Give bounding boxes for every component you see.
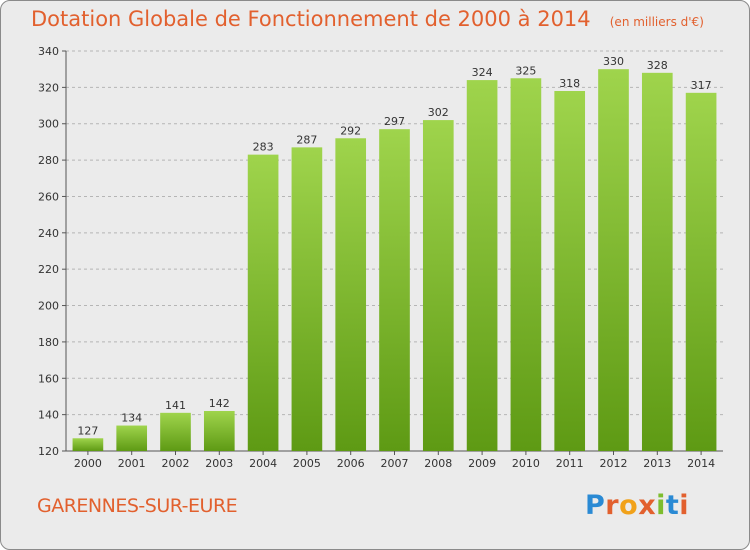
- bar-2000: [72, 438, 104, 451]
- logo-letter: t: [665, 490, 680, 521]
- y-tick-label: 340: [38, 45, 59, 58]
- x-tick-label: 2005: [293, 457, 321, 470]
- x-tick-label: 2011: [556, 457, 584, 470]
- bar-2005: [291, 147, 323, 451]
- bar-2014: [685, 92, 717, 452]
- x-tick-label: 2009: [468, 457, 496, 470]
- y-tick-label: 320: [38, 81, 59, 94]
- x-tick-label: 2007: [381, 457, 409, 470]
- chart-title: Dotation Globale de Fonctionnement de 20…: [31, 7, 591, 31]
- y-tick-label: 140: [38, 409, 59, 422]
- data-label: 330: [603, 55, 624, 68]
- x-tick-label: 2010: [512, 457, 540, 470]
- logo-letter: P: [585, 490, 606, 521]
- bar-2006: [335, 138, 367, 452]
- data-label: 324: [472, 66, 493, 79]
- bar-2012: [598, 69, 629, 451]
- y-tick-label: 220: [38, 263, 59, 276]
- bar-2007: [379, 129, 410, 451]
- y-tick-label: 300: [38, 118, 59, 131]
- data-label: 134: [121, 412, 142, 425]
- y-tick-label: 180: [38, 336, 59, 349]
- x-tick-label: 2012: [600, 457, 628, 470]
- bar-2002: [160, 412, 191, 451]
- bar-2011: [554, 91, 586, 451]
- data-label: 287: [296, 133, 317, 146]
- x-tick-label: 2002: [162, 457, 190, 470]
- data-label: 142: [209, 397, 230, 410]
- data-label: 302: [428, 106, 449, 119]
- bar-2003: [203, 411, 235, 451]
- bar-2013: [641, 72, 673, 452]
- bar-2009: [466, 80, 498, 451]
- chart-subtitle: (en milliers d'€): [609, 15, 704, 29]
- data-label: 325: [515, 64, 536, 77]
- labels: 120 140 160 180 200 220 240 260 280 300 320 340 127 2…: [38, 45, 715, 470]
- y-tick-label: 160: [38, 372, 59, 385]
- data-label: 292: [340, 124, 361, 137]
- data-label: 317: [691, 79, 712, 92]
- bar-2008: [422, 120, 454, 451]
- logo-letter: i: [656, 490, 666, 521]
- proxiti-logo: Proxiti: [585, 490, 689, 521]
- y-tick-label: 120: [38, 445, 59, 458]
- y-tick-label: 200: [38, 300, 59, 313]
- x-tick-label: 2003: [205, 457, 233, 470]
- data-label: 127: [77, 424, 98, 437]
- x-tick-label: 2006: [337, 457, 365, 470]
- bar-2004: [247, 154, 279, 452]
- bars: [72, 69, 717, 452]
- data-label: 318: [559, 77, 580, 90]
- x-tick-label: 2008: [424, 457, 452, 470]
- data-label: 297: [384, 115, 405, 128]
- logo-letter: r: [605, 490, 620, 521]
- bar-2010: [510, 78, 542, 451]
- x-tick-label: 2000: [74, 457, 102, 470]
- logo-letter: x: [638, 490, 657, 521]
- x-tick-label: 2014: [687, 457, 715, 470]
- data-label: 141: [165, 399, 186, 412]
- x-tick-label: 2013: [643, 457, 671, 470]
- title-row: Dotation Globale de Fonctionnement de 20…: [31, 7, 704, 31]
- data-label: 328: [647, 59, 668, 72]
- bar-2001: [116, 425, 148, 451]
- logo-letter: o: [619, 490, 639, 521]
- x-tick-label: 2001: [118, 457, 146, 470]
- city-name: GARENNES-SUR-EURE: [37, 495, 238, 517]
- x-tick-label: 2004: [249, 457, 277, 470]
- y-tick-label: 260: [38, 190, 59, 203]
- y-tick-label: 280: [38, 154, 59, 167]
- y-tick-label: 240: [38, 227, 59, 240]
- data-label: 283: [253, 141, 274, 154]
- logo-letter: i: [679, 490, 690, 521]
